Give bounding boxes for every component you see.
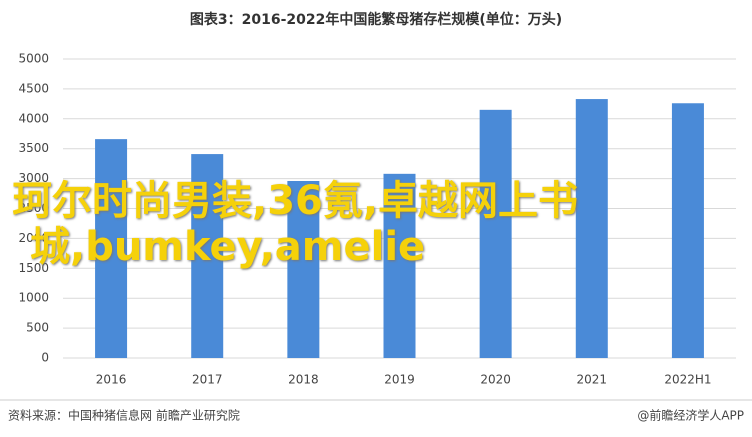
x-tick-label: 2020 [480,373,511,387]
x-tick-label: 2016 [96,373,127,387]
bar [191,154,224,358]
chart-title: 图表3：2016-2022年中国能繁母猪存栏规模(单位：万头) [190,11,562,28]
y-tick-label: 2000 [18,231,49,245]
x-tick-label: 2018 [288,373,319,387]
bar [383,173,416,358]
y-tick-label: 4500 [18,81,49,95]
x-tick-label: 2022H1 [664,373,711,387]
overlay-text: 珂尔时尚男装,36氪,卓越网上书城,bumkey,amelie [12,178,579,270]
y-tick-label: 1000 [18,291,49,305]
x-tick-label: 2017 [192,373,223,387]
bar [671,103,704,358]
bar [95,139,128,358]
bar [575,99,608,358]
y-tick-label: 3000 [18,171,49,185]
y-tick-label: 4000 [18,111,49,125]
bar [287,180,320,358]
x-tick-label: 2019 [384,373,415,387]
y-tick-label: 2500 [18,201,49,215]
bar [479,109,512,358]
y-tick-label: 500 [26,321,49,335]
y-tick-label: 3500 [18,141,49,155]
y-tick-label: 0 [41,351,49,365]
y-tick-label: 5000 [18,52,49,66]
y-tick-label: 1500 [18,261,49,275]
credit: @前瞻经济学人APP [637,408,744,423]
x-tick-label: 2021 [577,373,608,387]
source: 资料来源：中国种猪信息网 前瞻产业研究院 [8,408,240,423]
